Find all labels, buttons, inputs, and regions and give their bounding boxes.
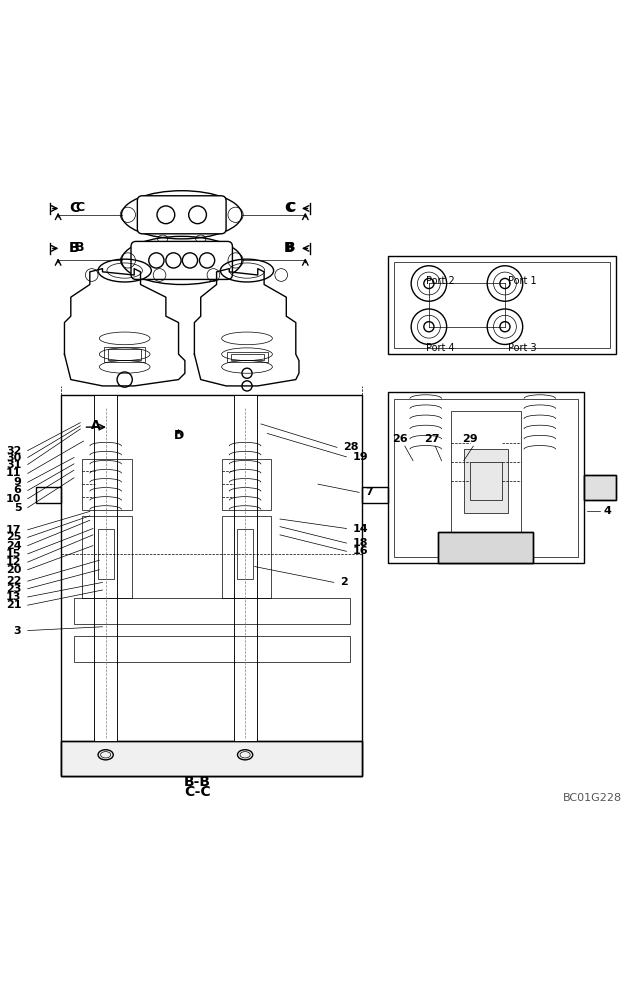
Text: 21: 21 <box>6 600 21 610</box>
Text: 11: 11 <box>6 468 21 478</box>
Bar <box>94 395 117 741</box>
Text: Port 4: Port 4 <box>426 343 455 353</box>
Bar <box>61 395 363 776</box>
Text: 26: 26 <box>393 434 408 444</box>
Text: 27: 27 <box>424 434 440 444</box>
Bar <box>231 354 264 360</box>
Text: B: B <box>284 241 295 255</box>
Text: 31: 31 <box>6 460 21 470</box>
Text: 23: 23 <box>6 584 21 594</box>
FancyBboxPatch shape <box>137 196 226 234</box>
Bar <box>82 516 131 598</box>
Text: 6: 6 <box>14 485 21 495</box>
Text: 5: 5 <box>14 503 21 513</box>
Text: C: C <box>75 201 84 214</box>
Text: 30: 30 <box>6 453 21 463</box>
Text: BC01G228: BC01G228 <box>563 793 622 803</box>
Bar <box>394 262 609 348</box>
Bar <box>470 462 502 500</box>
Text: 4: 4 <box>603 506 611 516</box>
Bar <box>234 395 256 741</box>
Bar <box>388 392 584 563</box>
Bar <box>36 487 61 503</box>
Text: B-B: B-B <box>184 775 211 789</box>
Text: 28: 28 <box>343 442 359 452</box>
Text: Port 2: Port 2 <box>426 276 455 286</box>
Text: 29: 29 <box>462 434 478 444</box>
Bar <box>74 598 350 624</box>
Bar <box>61 741 363 776</box>
Bar <box>104 347 145 362</box>
Bar <box>584 475 616 500</box>
Bar <box>238 529 253 579</box>
Text: C: C <box>285 201 294 215</box>
Text: 12: 12 <box>6 557 21 567</box>
Text: 22: 22 <box>6 576 21 586</box>
Bar <box>394 399 578 557</box>
Ellipse shape <box>424 278 434 289</box>
Text: 19: 19 <box>353 452 368 462</box>
Bar <box>363 487 388 503</box>
Text: Port 3: Port 3 <box>508 343 536 353</box>
Text: 13: 13 <box>6 592 21 602</box>
Text: 10: 10 <box>6 494 21 504</box>
Text: 15: 15 <box>6 549 21 559</box>
Bar <box>222 459 271 510</box>
Text: 32: 32 <box>6 446 21 456</box>
Text: C: C <box>69 201 79 215</box>
Bar <box>439 532 533 563</box>
Bar <box>82 459 131 510</box>
Ellipse shape <box>424 322 434 332</box>
Text: 16: 16 <box>353 546 368 556</box>
FancyBboxPatch shape <box>131 241 232 279</box>
Text: C-C: C-C <box>184 785 211 799</box>
Bar <box>451 411 521 538</box>
Ellipse shape <box>500 322 510 332</box>
Text: 25: 25 <box>6 532 21 542</box>
Text: 18: 18 <box>353 538 368 548</box>
Text: 7: 7 <box>366 487 374 497</box>
Bar <box>61 741 363 776</box>
Text: 17: 17 <box>6 525 21 535</box>
Text: 2: 2 <box>340 577 348 587</box>
Bar <box>222 516 271 598</box>
Bar <box>98 529 114 579</box>
Bar <box>464 449 508 513</box>
Bar <box>227 352 268 362</box>
Text: 24: 24 <box>6 541 21 551</box>
Text: Port 1: Port 1 <box>508 276 536 286</box>
Ellipse shape <box>500 278 510 289</box>
Bar <box>234 395 256 741</box>
Text: D: D <box>173 429 184 442</box>
Bar <box>584 475 616 500</box>
Bar <box>94 395 117 741</box>
Text: 9: 9 <box>14 477 21 487</box>
Bar <box>388 256 616 354</box>
Text: 3: 3 <box>14 626 21 636</box>
Bar <box>74 636 350 662</box>
Text: 14: 14 <box>353 524 368 534</box>
Bar <box>108 349 141 360</box>
Text: B: B <box>69 241 79 255</box>
Text: 20: 20 <box>6 565 21 575</box>
Text: B: B <box>287 241 296 254</box>
Bar <box>439 532 533 563</box>
Text: C: C <box>287 201 296 214</box>
Text: B: B <box>75 241 85 254</box>
Text: A: A <box>91 419 101 432</box>
